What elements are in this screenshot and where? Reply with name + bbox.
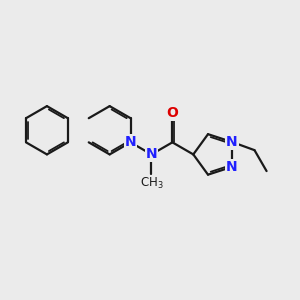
Text: CH$_3$: CH$_3$ [140,176,163,191]
Text: O: O [167,106,178,120]
Text: N: N [226,160,238,174]
Text: N: N [125,135,136,149]
Text: N: N [226,135,238,149]
Text: N: N [146,147,157,161]
